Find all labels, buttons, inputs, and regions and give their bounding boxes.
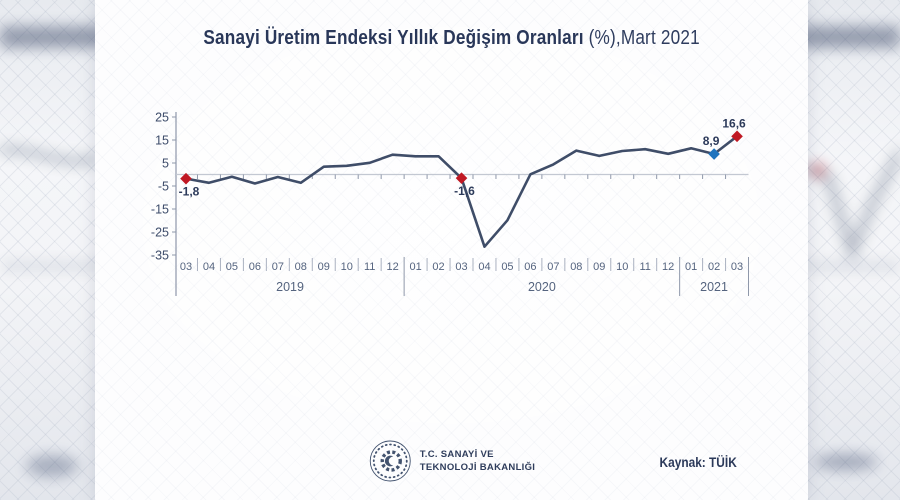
svg-text:07: 07 — [547, 261, 559, 273]
svg-text:03: 03 — [455, 261, 467, 273]
line-chart: 25 15 5 -5 -15 -25 -35 03 04 05 06 07 08 09 10 11 12 01 02… — [151, 111, 749, 296]
svg-text:06: 06 — [249, 261, 261, 273]
svg-text:02: 02 — [708, 261, 720, 273]
svg-text:5: 5 — [162, 157, 169, 171]
svg-text:-5: -5 — [158, 180, 169, 194]
svg-text:03: 03 — [731, 261, 743, 273]
chart-title-main: Sanayi Üretim Endeksi Yıllık Değişim Ora… — [203, 27, 589, 49]
svg-text:-35: -35 — [151, 249, 169, 263]
ministry-logo-icon — [369, 440, 411, 482]
svg-text:-1,6: -1,6 — [454, 184, 475, 198]
ministry-brand: T.C. SANAYİ VE TEKNOLOJİ BAKANLIĞI — [368, 439, 535, 483]
svg-text:-1,8: -1,8 — [179, 185, 200, 199]
svg-text:-15: -15 — [151, 203, 169, 217]
svg-text:08: 08 — [570, 261, 582, 273]
svg-text:2021: 2021 — [700, 280, 728, 294]
svg-text:04: 04 — [203, 261, 215, 273]
svg-text:09: 09 — [318, 261, 330, 273]
chart-title-wrap: Sanayi Üretim Endeksi Yıllık Değişim Ora… — [95, 27, 808, 50]
svg-text:-25: -25 — [151, 226, 169, 240]
svg-text:07: 07 — [272, 261, 284, 273]
svg-text:01: 01 — [685, 261, 697, 273]
svg-text:2020: 2020 — [528, 280, 556, 294]
svg-text:11: 11 — [639, 261, 650, 273]
svg-text:11: 11 — [364, 261, 375, 273]
svg-text:10: 10 — [616, 261, 628, 273]
source-label: Kaynak: TÜİK — [659, 455, 737, 470]
svg-text:08: 08 — [295, 261, 307, 273]
svg-text:05: 05 — [501, 261, 513, 273]
svg-text:2019: 2019 — [276, 280, 304, 294]
svg-text:16,6: 16,6 — [722, 116, 746, 130]
svg-text:05: 05 — [226, 261, 238, 273]
svg-text:01: 01 — [409, 261, 421, 273]
chart-title: Sanayi Üretim Endeksi Yıllık Değişim Ora… — [203, 27, 699, 50]
svg-text:06: 06 — [524, 261, 536, 273]
chart-title-suffix: (%),Mart 2021 — [588, 27, 700, 49]
svg-text:12: 12 — [662, 261, 674, 273]
svg-text:12: 12 — [387, 261, 399, 273]
svg-text:15: 15 — [155, 134, 169, 148]
svg-text:10: 10 — [341, 261, 353, 273]
svg-text:8,9: 8,9 — [703, 134, 720, 148]
svg-text:25: 25 — [155, 111, 169, 125]
ministry-name: T.C. SANAYİ VE TEKNOLOJİ BAKANLIĞI — [420, 448, 535, 475]
ministry-name-line1: T.C. SANAYİ VE — [419, 448, 494, 460]
svg-text:04: 04 — [478, 261, 490, 273]
ministry-name-line2: TEKNOLOJİ BAKANLIĞI — [419, 462, 536, 473]
svg-text:02: 02 — [432, 261, 444, 273]
svg-text:09: 09 — [593, 261, 605, 273]
content-panel: Sanayi Üretim Endeksi Yıllık Değişim Ora… — [95, 0, 808, 500]
svg-text:03: 03 — [180, 261, 192, 273]
